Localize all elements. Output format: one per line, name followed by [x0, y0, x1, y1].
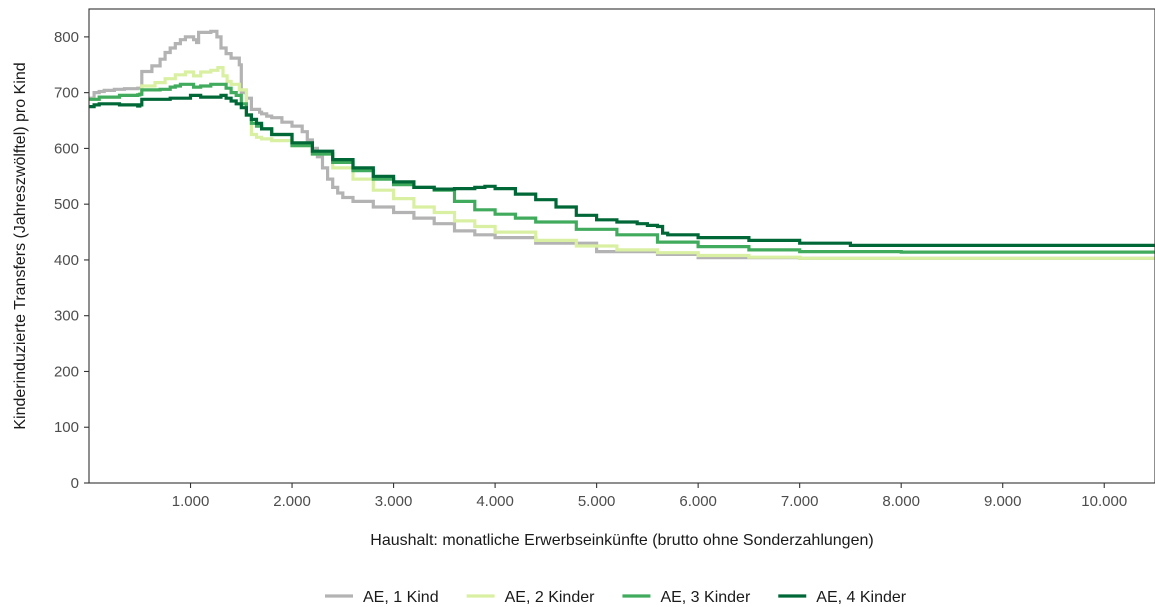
- x-axis: 1.000 2.000 3.000 4.000 5.000 6.000 7.000 8.000…: [172, 483, 1127, 510]
- x-tick-label: 9.000: [984, 493, 1022, 510]
- legend-label-4: AE, 4 Kinder: [816, 589, 907, 606]
- y-tick-label: 100: [54, 419, 79, 436]
- y-tick-label: 0: [71, 475, 79, 492]
- x-tick-label: 8.000: [882, 493, 920, 510]
- x-tick-label: 6.000: [679, 493, 717, 510]
- y-axis-title: Kinderinduzierte Transfers (Jahreszwölft…: [12, 62, 29, 429]
- x-tick-label: 3.000: [375, 493, 413, 510]
- x-tick-label: 2.000: [273, 493, 311, 510]
- x-tick-label: 5.000: [578, 493, 616, 510]
- x-tick-label: 7.000: [781, 493, 819, 510]
- plot-panel-border: [88, 8, 1155, 484]
- y-tick-label: 700: [54, 85, 79, 102]
- x-tick-label: 1.000: [172, 493, 210, 510]
- legend-label-2: AE, 2 Kinder: [505, 589, 596, 606]
- y-tick-label: 800: [54, 29, 79, 46]
- legend: AE, 1 Kind AE, 2 Kinder AE, 3 Kinder AE, 4 …: [325, 589, 907, 606]
- y-tick-label: 500: [54, 196, 79, 213]
- legend-label-1: AE, 1 Kind: [363, 589, 439, 606]
- x-tick-label: 10.000: [1081, 493, 1127, 510]
- y-axis: 0 100 200 300 400 500 600 700 800: [54, 29, 89, 492]
- legend-label-3: AE, 3 Kinder: [660, 589, 751, 606]
- y-tick-label: 600: [54, 140, 79, 157]
- y-tick-label: 300: [54, 308, 79, 325]
- x-axis-title: Haushalt: monatliche Erwerbseinkünfte (b…: [370, 532, 873, 549]
- series-layer: [89, 29, 1155, 260]
- x-tick-label: 4.000: [476, 493, 514, 510]
- y-tick-label: 400: [54, 252, 79, 269]
- series-line-2: [89, 66, 1155, 260]
- series-line-4: [89, 93, 1155, 247]
- y-tick-label: 200: [54, 363, 79, 380]
- series-line-1: [89, 29, 1155, 260]
